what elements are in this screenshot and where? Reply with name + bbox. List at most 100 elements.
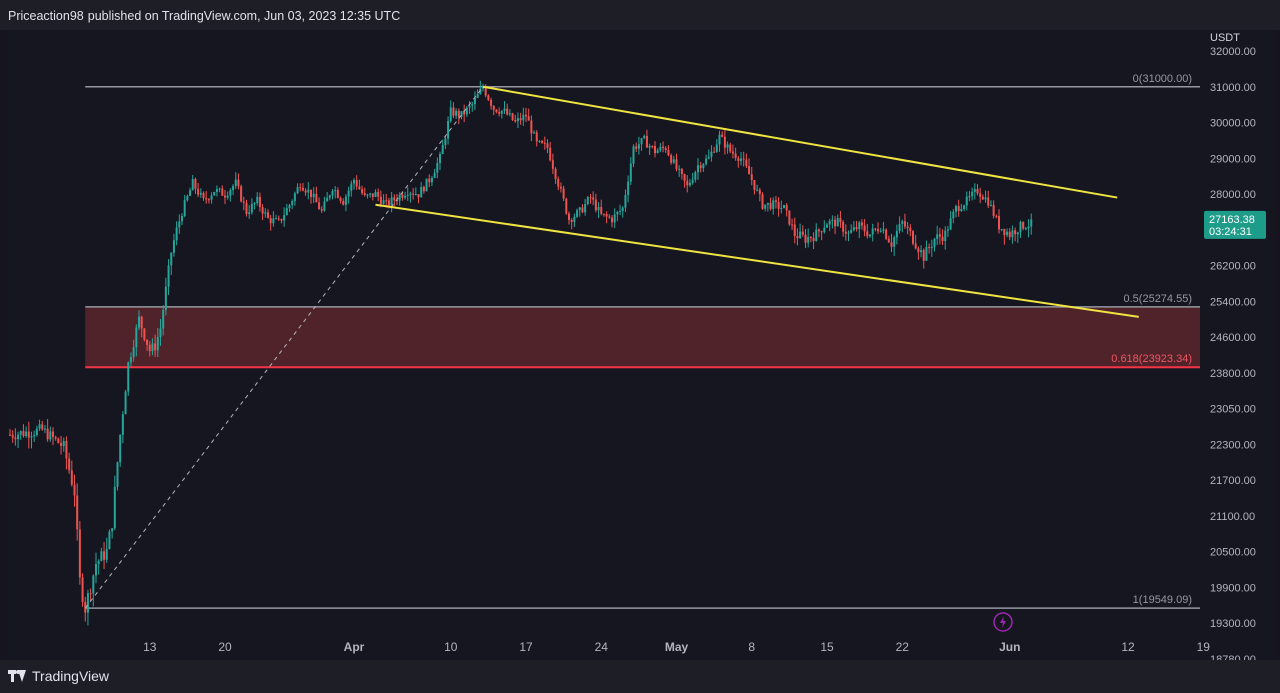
candle-body (181, 216, 183, 222)
candle-body (632, 146, 635, 164)
candle-body (1016, 232, 1019, 235)
channel-upper-line[interactable] (482, 85, 1118, 199)
candle-body (189, 190, 192, 196)
candle-body (688, 182, 691, 186)
candle-body (721, 134, 724, 137)
candle-body (793, 224, 796, 236)
candle-body (742, 158, 745, 160)
fib-label: 0(31000.00) (1133, 73, 1192, 85)
candle-body (191, 179, 194, 191)
candle-body (616, 211, 619, 215)
candle-body (1030, 219, 1033, 227)
candle-body (452, 107, 455, 116)
candle-body (611, 217, 613, 223)
candle-body (559, 186, 562, 189)
candle-body (253, 203, 256, 205)
candle-body (439, 154, 441, 164)
y-tick-label: 23800.00 (1210, 368, 1256, 380)
candle-body (764, 204, 767, 209)
tradingview-brand[interactable]: TradingView (8, 668, 109, 684)
candle-body (858, 222, 861, 230)
candle-body (965, 196, 968, 206)
candle-body (629, 163, 632, 182)
fib-label: 0.618(23923.34) (1111, 353, 1192, 365)
candle-body (318, 202, 321, 210)
candle-body (740, 158, 742, 161)
candle-body (89, 593, 92, 595)
candle-body (890, 242, 893, 247)
candle-body (229, 190, 232, 196)
candle-body (124, 391, 127, 415)
channel-lower-line[interactable] (375, 203, 1139, 318)
candle-body (412, 193, 415, 195)
candle-body (1008, 231, 1011, 238)
candle-body (202, 192, 205, 199)
candle-body (621, 207, 624, 211)
candle-body (336, 190, 339, 198)
y-tick-label: 31000.00 (1210, 82, 1256, 94)
candle-body (715, 144, 718, 152)
candle-body (242, 201, 245, 203)
candle-body (731, 151, 734, 154)
countdown-label: 03:24:31 (1209, 226, 1252, 238)
candle-body (971, 191, 974, 197)
candle-body (842, 221, 845, 232)
candle-body (624, 195, 627, 208)
candle-body (745, 159, 748, 167)
lightning-icon[interactable] (993, 612, 1013, 632)
candle-body (1024, 228, 1027, 230)
candle-body (756, 189, 759, 191)
y-tick-label: 28000.00 (1210, 189, 1256, 201)
chart-area[interactable]: 0(31000.00) 0.5(25274.55) 0.618(23923.34) 1… (8, 30, 1274, 666)
candle-body (508, 113, 511, 115)
last-price-badge[interactable] (1204, 210, 1266, 239)
candle-body (84, 602, 87, 613)
candle-body (984, 197, 987, 200)
fib-anchor-line[interactable] (84, 86, 484, 609)
candle-body (893, 237, 896, 247)
candle-body (645, 135, 648, 148)
candle-body (602, 213, 605, 215)
candle-body (100, 551, 103, 561)
candle-body (777, 201, 780, 209)
candle-body (667, 149, 670, 156)
candle-body (815, 229, 818, 242)
candle-body (955, 206, 957, 212)
candle-body (76, 495, 79, 530)
candle-body (530, 120, 533, 134)
candle-body (170, 252, 173, 266)
candle-body (248, 212, 251, 214)
candle-body (600, 206, 603, 214)
candle-body (186, 195, 189, 201)
candle-body (387, 200, 390, 206)
candle-body (541, 140, 544, 143)
candle-body (60, 443, 63, 446)
candle-body (1003, 229, 1006, 236)
candle-body (694, 172, 697, 180)
candle-body (25, 431, 28, 437)
candle-body (637, 144, 640, 149)
y-tick-label: 19900.00 (1210, 582, 1256, 594)
candle-body (498, 112, 501, 114)
price-chart[interactable]: 0(31000.00) 0.5(25274.55) 0.618(23923.34) 1… (8, 30, 1274, 666)
candle-body (906, 226, 909, 228)
candle-body (672, 159, 675, 163)
candle-body (581, 207, 584, 213)
x-tick-label: 8 (748, 640, 755, 654)
candle-body (490, 99, 493, 106)
candle-body (43, 428, 46, 430)
candle-body (374, 191, 377, 197)
candle-body (963, 205, 966, 210)
candle-body (594, 199, 597, 211)
candle-body (863, 225, 866, 232)
candle-body (46, 428, 49, 440)
candle-body (465, 107, 468, 115)
candle-body (707, 156, 710, 159)
x-tick-label: 13 (143, 640, 157, 654)
candle-body (385, 200, 388, 202)
author-name[interactable]: Priceaction98 (8, 9, 84, 23)
candle-body (307, 189, 310, 193)
candle-body (111, 528, 114, 532)
candle-body (355, 180, 358, 187)
candle-body (525, 114, 527, 117)
